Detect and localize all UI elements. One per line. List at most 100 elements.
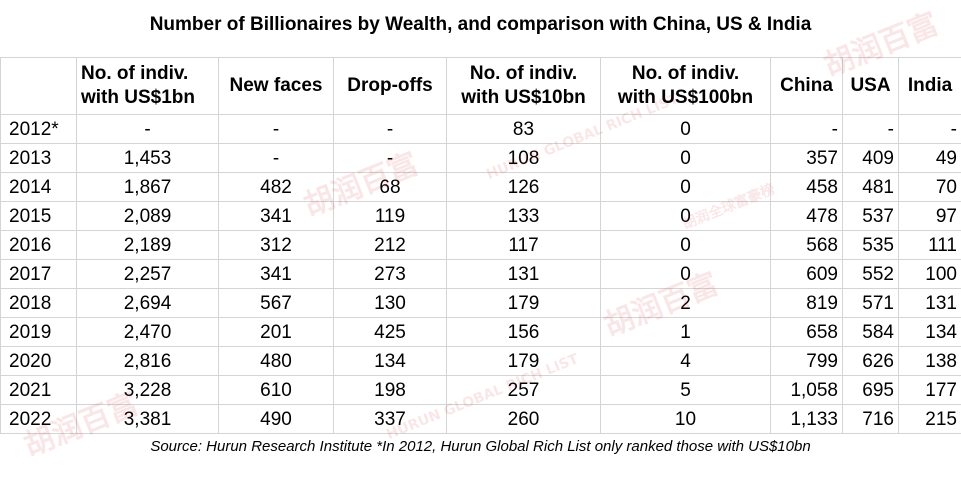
cell-india: 177 bbox=[898, 375, 961, 405]
row-year: 2020 bbox=[0, 346, 77, 376]
table-row: 2017 2,257 341 273 131 0 609 552 100 bbox=[0, 259, 961, 289]
cell-usa: 584 bbox=[842, 317, 899, 347]
cell-bn1: 3,228 bbox=[76, 375, 219, 405]
header-drop-offs: Drop-offs bbox=[333, 57, 447, 115]
billionaires-table: No. of indiv. with US$1bn New faces Drop-… bbox=[0, 57, 961, 434]
cell-new-faces: - bbox=[218, 114, 334, 144]
cell-bn10: 108 bbox=[446, 143, 601, 173]
source-note-wrap: Source: Hurun Research Institute *In 201… bbox=[0, 438, 961, 455]
cell-drop-offs: 273 bbox=[333, 259, 447, 289]
cell-bn10: 133 bbox=[446, 201, 601, 231]
table-row: 2022 3,381 490 337 260 10 1,133 716 215 bbox=[0, 404, 961, 434]
cell-new-faces: 480 bbox=[218, 346, 334, 376]
cell-bn1: 2,816 bbox=[76, 346, 219, 376]
cell-china: 819 bbox=[770, 288, 843, 318]
cell-bn1: 3,381 bbox=[76, 404, 219, 434]
cell-bn100: 0 bbox=[600, 259, 771, 289]
cell-drop-offs: 337 bbox=[333, 404, 447, 434]
cell-india: 49 bbox=[898, 143, 961, 173]
cell-usa: 481 bbox=[842, 172, 899, 202]
cell-china: 1,058 bbox=[770, 375, 843, 405]
cell-drop-offs: 134 bbox=[333, 346, 447, 376]
cell-new-faces: 341 bbox=[218, 259, 334, 289]
cell-new-faces: 567 bbox=[218, 288, 334, 318]
cell-usa: 716 bbox=[842, 404, 899, 434]
cell-bn1: 2,694 bbox=[76, 288, 219, 318]
cell-new-faces: 490 bbox=[218, 404, 334, 434]
cell-drop-offs: 119 bbox=[333, 201, 447, 231]
cell-india: 134 bbox=[898, 317, 961, 347]
cell-bn100: 1 bbox=[600, 317, 771, 347]
cell-bn10: 156 bbox=[446, 317, 601, 347]
cell-china: 357 bbox=[770, 143, 843, 173]
cell-new-faces: 201 bbox=[218, 317, 334, 347]
cell-drop-offs: 212 bbox=[333, 230, 447, 260]
cell-china: - bbox=[770, 114, 843, 144]
cell-new-faces: - bbox=[218, 143, 334, 173]
source-note: Source: Hurun Research Institute *In 201… bbox=[150, 438, 811, 455]
cell-usa: 552 bbox=[842, 259, 899, 289]
cell-usa: - bbox=[842, 114, 899, 144]
cell-bn100: 0 bbox=[600, 201, 771, 231]
cell-india: 215 bbox=[898, 404, 961, 434]
cell-bn10: 117 bbox=[446, 230, 601, 260]
cell-bn10: 83 bbox=[446, 114, 601, 144]
cell-india: 131 bbox=[898, 288, 961, 318]
header-china: China bbox=[770, 57, 843, 115]
cell-china: 1,133 bbox=[770, 404, 843, 434]
header-bn1: No. of indiv. with US$1bn bbox=[76, 57, 219, 115]
cell-bn10: 131 bbox=[446, 259, 601, 289]
cell-china: 609 bbox=[770, 259, 843, 289]
cell-usa: 695 bbox=[842, 375, 899, 405]
cell-drop-offs: - bbox=[333, 143, 447, 173]
row-year: 2017 bbox=[0, 259, 77, 289]
cell-usa: 571 bbox=[842, 288, 899, 318]
row-year: 2018 bbox=[0, 288, 77, 318]
cell-bn100: 0 bbox=[600, 230, 771, 260]
table-title: Number of Billionaires by Wealth, and co… bbox=[149, 14, 812, 35]
row-year: 2014 bbox=[0, 172, 77, 202]
cell-india: - bbox=[898, 114, 961, 144]
cell-bn1: 2,257 bbox=[76, 259, 219, 289]
cell-drop-offs: 425 bbox=[333, 317, 447, 347]
table-row: 2018 2,694 567 130 179 2 819 571 131 bbox=[0, 288, 961, 318]
cell-bn100: 0 bbox=[600, 114, 771, 144]
table-row: 2016 2,189 312 212 117 0 568 535 111 bbox=[0, 230, 961, 260]
cell-usa: 626 bbox=[842, 346, 899, 376]
cell-bn10: 257 bbox=[446, 375, 601, 405]
cell-india: 97 bbox=[898, 201, 961, 231]
cell-new-faces: 610 bbox=[218, 375, 334, 405]
cell-bn100: 0 bbox=[600, 143, 771, 173]
cell-bn100: 0 bbox=[600, 172, 771, 202]
cell-bn10: 260 bbox=[446, 404, 601, 434]
cell-india: 138 bbox=[898, 346, 961, 376]
table-body: 2012* - - -83 0- - -2013 1,453- -108 0 357 409 49 201… bbox=[0, 114, 961, 434]
cell-china: 658 bbox=[770, 317, 843, 347]
cell-new-faces: 482 bbox=[218, 172, 334, 202]
cell-bn100: 5 bbox=[600, 375, 771, 405]
cell-china: 568 bbox=[770, 230, 843, 260]
cell-china: 478 bbox=[770, 201, 843, 231]
row-year: 2021 bbox=[0, 375, 77, 405]
cell-china: 799 bbox=[770, 346, 843, 376]
cell-bn1: - bbox=[76, 114, 219, 144]
row-year: 2013 bbox=[0, 143, 77, 173]
cell-bn10: 126 bbox=[446, 172, 601, 202]
table-row: 2013 1,453- -108 0 357 409 49 bbox=[0, 143, 961, 173]
cell-bn1: 1,453 bbox=[76, 143, 219, 173]
row-year: 2019 bbox=[0, 317, 77, 347]
header-row: No. of indiv. with US$1bn New faces Drop-… bbox=[0, 57, 961, 115]
cell-drop-offs: 68 bbox=[333, 172, 447, 202]
table-row: 2014 1,867 482 68 126 0 458 481 70 bbox=[0, 172, 961, 202]
table-row: 2021 3,228 610 198 257 5 1,058 695 177 bbox=[0, 375, 961, 405]
row-year: 2022 bbox=[0, 404, 77, 434]
table-row: 2012* - - -83 0- - - bbox=[0, 114, 961, 144]
table-row: 2015 2,089 341 119 133 0 478 537 97 bbox=[0, 201, 961, 231]
cell-bn100: 2 bbox=[600, 288, 771, 318]
cell-bn10: 179 bbox=[446, 346, 601, 376]
header-bn100: No. of indiv. with US$100bn bbox=[600, 57, 771, 115]
cell-bn10: 179 bbox=[446, 288, 601, 318]
cell-drop-offs: - bbox=[333, 114, 447, 144]
table-row: 2019 2,470 201 425 156 1 658 584 134 bbox=[0, 317, 961, 347]
header-bn10: No. of indiv. with US$10bn bbox=[446, 57, 601, 115]
